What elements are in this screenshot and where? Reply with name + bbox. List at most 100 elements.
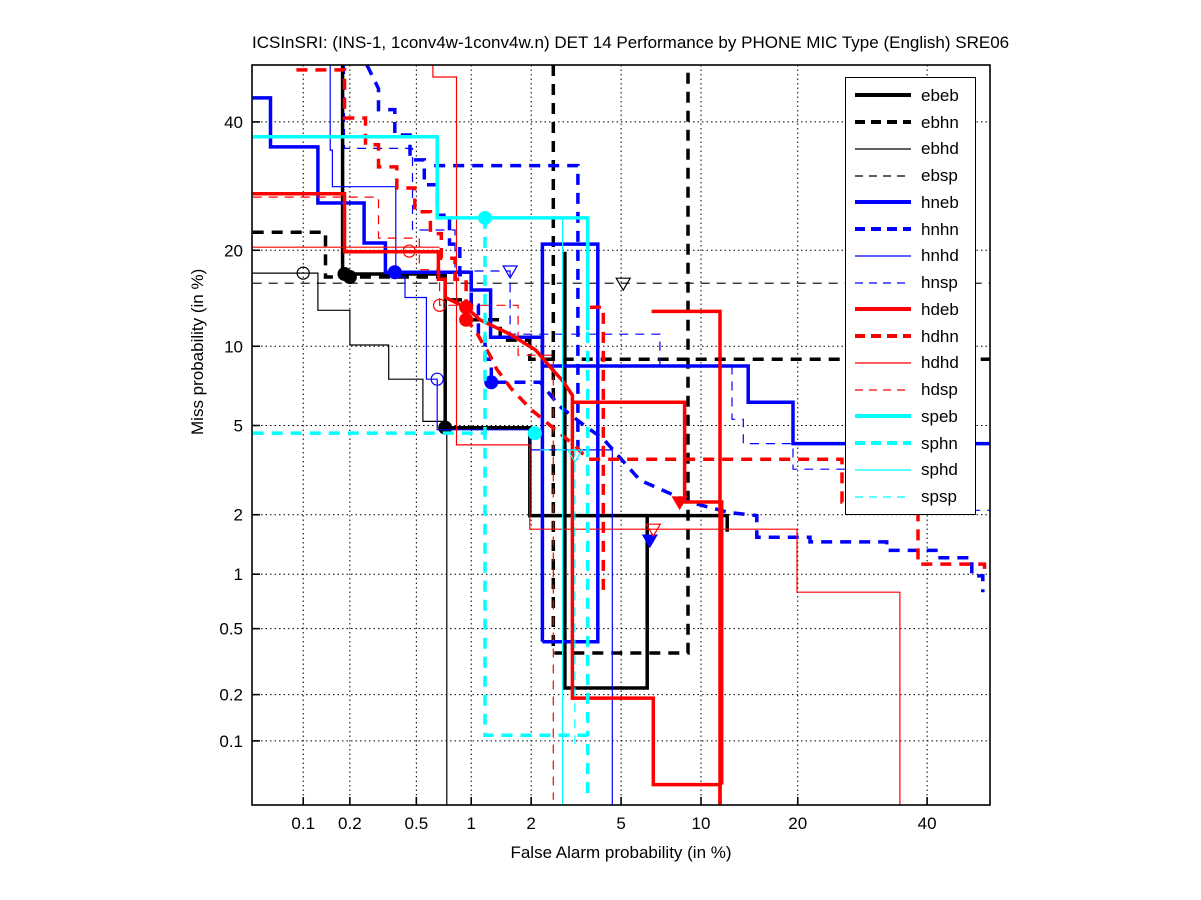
y-tick-label: 0.1 [219,732,243,751]
curve-ebhn [252,230,990,361]
curve-hdhn [589,305,606,591]
legend-entry-spsp: spsp [854,484,975,510]
x-tick-label: 20 [788,814,807,833]
legend-box: ebeb ebhn ebhd ebsp hneb hnhn hnhd hnsp hdeb hdhn… [845,77,976,515]
x-tick-label: 10 [692,814,711,833]
legend-entry-ebhd: ebhd [854,136,975,162]
marker-hneb [641,534,658,549]
legend-line-sample-spsp [855,496,911,498]
legend-line-sample-ebhn [855,120,911,125]
legend-label-ebhn: ebhn [921,112,959,132]
x-tick-label: 0.5 [405,814,429,833]
marker-hdhn [459,312,474,327]
marker-hdeb [671,496,688,511]
curve-ebhn [551,65,690,655]
curve-ebhd [252,272,448,805]
curve-hdsp [252,196,554,800]
plot-title: ICSInSRI: (INS-1, 1conv4w-1conv4w.n) DET… [252,33,1010,52]
y-tick-label: 0.5 [219,620,243,639]
legend-line-sample-hnhn [855,227,911,232]
legend-entry-speb: speb [854,403,975,429]
legend-entry-hdhn: hdhn [854,323,975,349]
legend-label-sphd: sphd [921,460,958,480]
legend-label-ebsp: ebsp [921,166,958,186]
x-tick-label: 2 [526,814,535,833]
legend-line-sample-sphn [855,441,911,446]
marker-hdsp [432,298,447,312]
legend-entry-hdhd: hdhd [854,350,975,376]
legend-line-sample-speb [855,414,911,419]
marker-hdhd [402,244,416,258]
marker-ebsp [615,277,632,292]
marker-hnhn [484,375,499,390]
legend-entry-hdsp: hdsp [854,377,975,403]
legend-entry-sphn: sphn [854,430,975,456]
curve-hneb [540,242,600,644]
legend-entry-hnhn: hnhn [854,216,975,242]
legend-label-hnhn: hnhn [921,219,959,239]
x-tick-label: 40 [918,814,937,833]
curve-ebeb [563,251,649,690]
legend-entry-ebeb: ebeb [854,82,975,108]
legend-label-spsp: spsp [921,487,957,507]
legend-line-sample-hnsp [855,282,911,284]
y-tick-label: 40 [224,113,243,132]
x-tick-label: 0.2 [338,814,362,833]
marker-ebhn [342,269,357,284]
legend-label-ebhd: ebhd [921,139,959,159]
legend-label-hdhd: hdhd [921,353,959,373]
legend-label-sphn: sphn [921,433,958,453]
legend-line-sample-hdsp [855,389,911,391]
y-tick-label: 1 [234,565,243,584]
legend-line-sample-hneb [855,200,911,205]
x-tick-label: 1 [466,814,475,833]
marker-hnsp [502,265,519,280]
curve-sphn [252,431,590,802]
marker-sphn [527,426,542,441]
legend-line-sample-hnhd [855,255,911,257]
y-tick-label: 10 [224,337,243,356]
x-tick-label: 5 [616,814,625,833]
y-tick-label: 0.2 [219,686,243,705]
legend-entry-ebsp: ebsp [854,163,975,189]
legend-line-sample-hdeb [855,307,911,312]
legend-entry-hneb: hneb [854,189,975,215]
curve-hnhd [329,65,613,805]
curve-hnhn [365,65,985,593]
legend-line-sample-hdhd [855,362,911,364]
y-tick-label: 20 [224,241,243,260]
legend-line-sample-ebhd [855,148,911,150]
legend-entry-hdeb: hdeb [854,296,975,322]
marker-hdhd [645,523,662,538]
curves-group [252,65,990,805]
legend-line-sample-hdhn [855,334,911,339]
curve-hdhd [432,65,901,805]
legend-label-speb: speb [921,406,958,426]
legend-entry-ebhn: ebhn [854,109,975,135]
legend-label-ebeb: ebeb [921,85,959,105]
curve-ebeb [340,65,729,532]
curve-speb [252,134,590,331]
curve-hnhn [434,163,580,460]
legend-label-hneb: hneb [921,192,959,212]
x-axis-label: False Alarm probability (in %) [510,843,732,862]
legend-label-hdeb: hdeb [921,299,959,319]
curve-spsp [540,449,576,750]
marker-hneb [387,265,402,280]
curve-hdeb [252,192,722,805]
y-tick-label: 2 [234,506,243,525]
curve-hdeb [651,309,722,805]
legend-entry-hnhd: hnhd [854,243,975,269]
legend-entry-hnsp: hnsp [854,270,975,296]
legend-label-hdhn: hdhn [921,326,959,346]
legend-label-hnhd: hnhd [921,246,959,266]
legend-entry-sphd: sphd [854,457,975,483]
marker-hnhd [430,372,444,386]
legend-label-hnsp: hnsp [921,273,958,293]
x-tick-label: 0.1 [291,814,315,833]
curve-hnsp [343,65,990,511]
legend-line-sample-ebsp [855,175,911,177]
legend-line-sample-ebeb [855,93,911,98]
